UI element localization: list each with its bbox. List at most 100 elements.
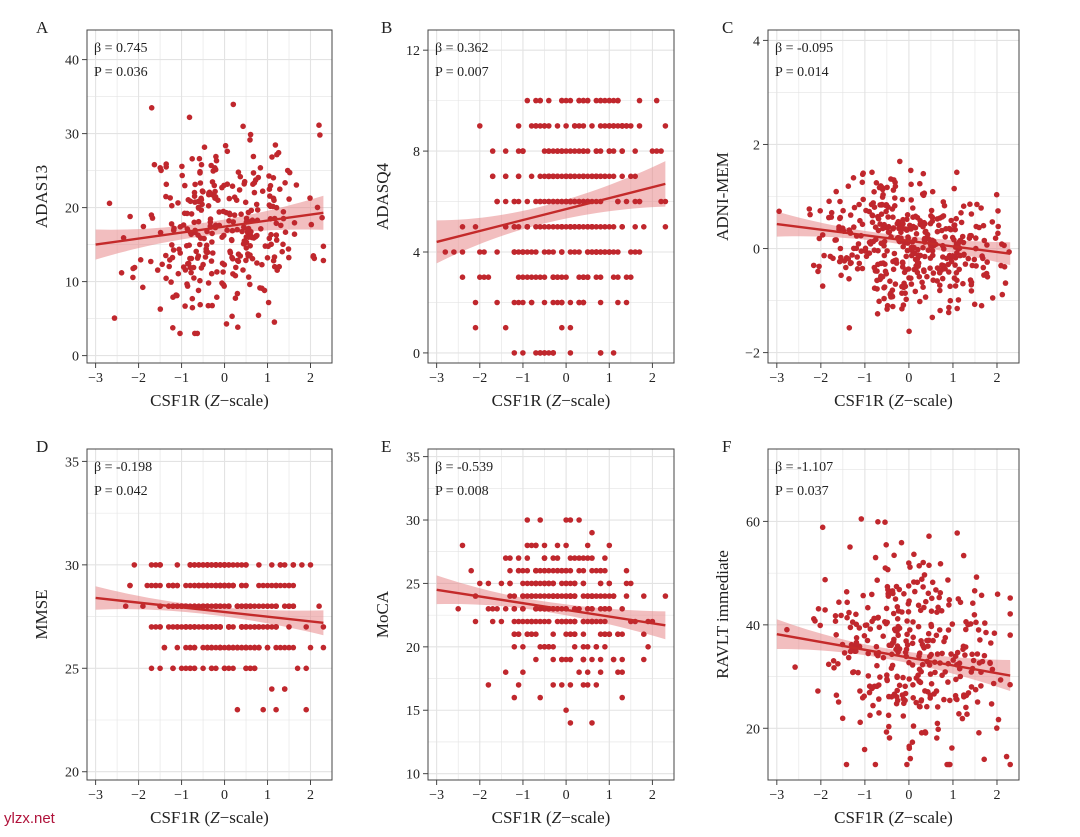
data-point bbox=[623, 274, 630, 281]
data-point bbox=[584, 555, 591, 561]
data-point bbox=[524, 224, 531, 230]
data-point bbox=[260, 582, 267, 589]
data-point bbox=[559, 299, 565, 306]
data-point bbox=[472, 299, 479, 306]
data-point bbox=[615, 123, 621, 129]
x-tick-label: 0 bbox=[563, 788, 570, 803]
data-point bbox=[528, 618, 535, 625]
data-point bbox=[908, 281, 915, 287]
data-point bbox=[602, 567, 608, 574]
data-point bbox=[229, 227, 236, 234]
data-point bbox=[975, 627, 982, 633]
data-point bbox=[632, 173, 638, 180]
data-point bbox=[515, 555, 522, 561]
y-tick-label: 20 bbox=[406, 641, 420, 656]
x-tick-label: 1 bbox=[606, 788, 613, 803]
data-point bbox=[847, 212, 854, 218]
data-point bbox=[174, 582, 181, 589]
data-point bbox=[559, 198, 565, 205]
data-point bbox=[520, 580, 526, 587]
data-point bbox=[632, 224, 638, 230]
data-point bbox=[619, 224, 625, 230]
data-point bbox=[559, 148, 565, 154]
data-point bbox=[537, 350, 543, 356]
data-point bbox=[610, 593, 617, 599]
data-point bbox=[910, 205, 916, 211]
data-point bbox=[589, 123, 595, 129]
data-point bbox=[281, 603, 288, 609]
data-point bbox=[563, 274, 569, 281]
data-point bbox=[236, 187, 243, 193]
data-point bbox=[271, 319, 278, 325]
data-point bbox=[273, 603, 279, 609]
data-point bbox=[927, 671, 934, 677]
data-point bbox=[194, 255, 201, 261]
data-point bbox=[580, 656, 587, 663]
data-point bbox=[576, 555, 582, 561]
data-point bbox=[899, 609, 905, 615]
data-point bbox=[524, 567, 531, 574]
data-point bbox=[948, 651, 954, 657]
data-point bbox=[859, 221, 866, 228]
data-point bbox=[524, 97, 531, 104]
x-tick-label: −3 bbox=[429, 371, 444, 386]
data-point bbox=[619, 173, 625, 180]
data-point bbox=[214, 269, 220, 275]
data-point bbox=[964, 711, 970, 717]
data-point bbox=[187, 644, 193, 651]
data-point bbox=[850, 669, 856, 676]
data-point bbox=[944, 761, 950, 768]
data-point bbox=[230, 582, 236, 589]
data-point bbox=[859, 179, 866, 186]
data-point bbox=[619, 606, 625, 612]
x-tick-label: −1 bbox=[174, 788, 189, 803]
data-point bbox=[949, 253, 956, 259]
data-point bbox=[900, 713, 907, 719]
data-point bbox=[619, 694, 625, 701]
data-point bbox=[507, 567, 513, 574]
data-point bbox=[269, 624, 275, 630]
data-point bbox=[939, 214, 945, 220]
data-point bbox=[259, 285, 265, 292]
data-point bbox=[874, 577, 880, 583]
data-point bbox=[879, 194, 886, 200]
data-point bbox=[278, 222, 284, 229]
data-point bbox=[226, 603, 232, 609]
data-point bbox=[843, 264, 849, 271]
data-point bbox=[837, 215, 843, 222]
data-point bbox=[196, 582, 202, 589]
data-point bbox=[442, 249, 449, 255]
data-point bbox=[267, 182, 274, 189]
data-point bbox=[269, 562, 275, 568]
data-point bbox=[550, 198, 556, 205]
data-point bbox=[571, 123, 578, 129]
y-tick-label: 20 bbox=[65, 766, 79, 781]
data-point bbox=[915, 623, 922, 630]
data-point bbox=[892, 281, 899, 287]
data-point bbox=[451, 249, 457, 255]
data-point bbox=[946, 225, 952, 232]
data-point bbox=[853, 611, 859, 618]
data-point bbox=[559, 567, 565, 574]
data-point bbox=[847, 544, 853, 550]
data-point bbox=[841, 650, 848, 656]
data-points bbox=[455, 517, 669, 726]
data-point bbox=[971, 588, 978, 594]
data-point bbox=[636, 123, 643, 129]
data-point bbox=[208, 624, 215, 630]
data-point bbox=[174, 644, 181, 651]
data-point bbox=[524, 517, 531, 523]
data-point bbox=[997, 677, 1004, 683]
data-point bbox=[515, 123, 522, 129]
data-point bbox=[537, 274, 543, 281]
data-point bbox=[881, 285, 887, 291]
data-point bbox=[949, 745, 955, 751]
data-point bbox=[546, 249, 552, 255]
data-point bbox=[968, 211, 975, 217]
data-point bbox=[839, 225, 846, 231]
data-point bbox=[502, 606, 509, 612]
data-point bbox=[237, 253, 244, 259]
data-point bbox=[511, 606, 518, 612]
data-point bbox=[930, 277, 936, 284]
